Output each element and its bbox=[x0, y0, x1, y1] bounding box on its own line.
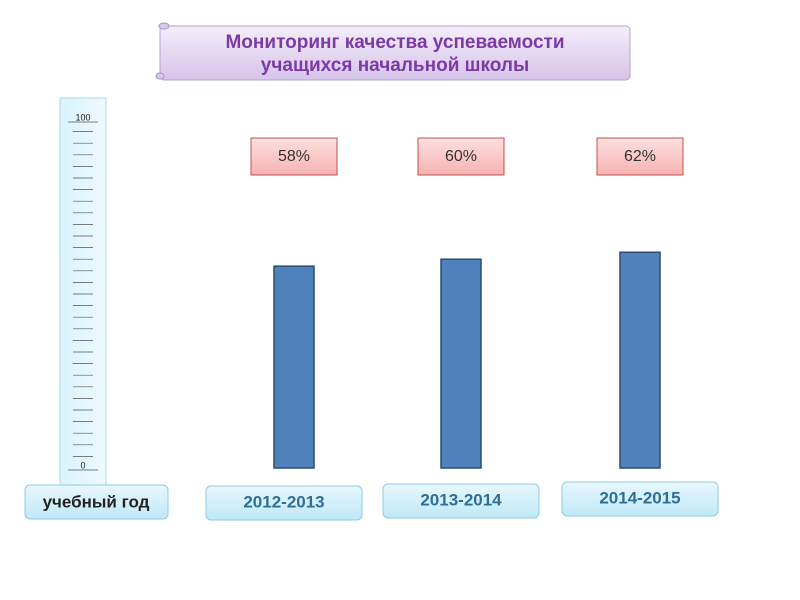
category-box bbox=[382, 483, 540, 519]
x-tick-label: 2014-2015 bbox=[599, 488, 680, 507]
y-tick-label: 100 bbox=[75, 112, 90, 122]
chart-title: Мониторинг качества успеваемости bbox=[225, 32, 564, 53]
x-tick-label: 2013-2014 bbox=[420, 490, 502, 509]
y-tick-label: 0 bbox=[80, 460, 85, 470]
scroll-curl bbox=[155, 72, 165, 80]
value-label: 62% bbox=[624, 148, 656, 165]
value-label: 58% bbox=[278, 148, 310, 165]
bar bbox=[440, 258, 482, 469]
x-axis-label: учебный год bbox=[43, 492, 150, 511]
x-label-box bbox=[24, 484, 169, 520]
value-label-box bbox=[596, 137, 684, 176]
ruler bbox=[59, 97, 107, 486]
x-tick-label: 2012-2013 bbox=[243, 492, 324, 511]
scroll-curl bbox=[158, 22, 170, 30]
bar bbox=[273, 265, 315, 469]
category-box bbox=[561, 481, 719, 517]
bar bbox=[619, 251, 661, 469]
category-box bbox=[205, 485, 363, 521]
value-label-box bbox=[250, 137, 338, 176]
title-box bbox=[159, 25, 631, 81]
value-label-box bbox=[417, 137, 505, 176]
value-label: 60% bbox=[445, 148, 477, 165]
chart-title: учащихся начальной школы bbox=[261, 55, 529, 76]
